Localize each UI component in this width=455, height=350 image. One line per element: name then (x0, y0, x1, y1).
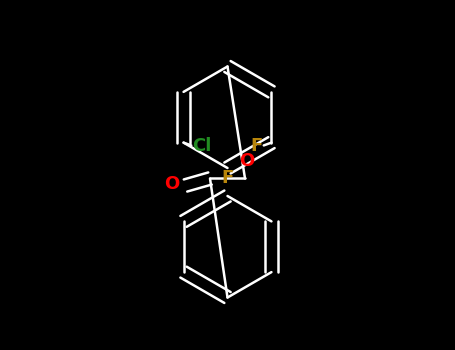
Text: F: F (250, 137, 263, 155)
Text: Cl: Cl (192, 137, 212, 155)
Text: F: F (222, 169, 233, 187)
Text: O: O (239, 152, 254, 170)
Text: O: O (164, 175, 179, 193)
